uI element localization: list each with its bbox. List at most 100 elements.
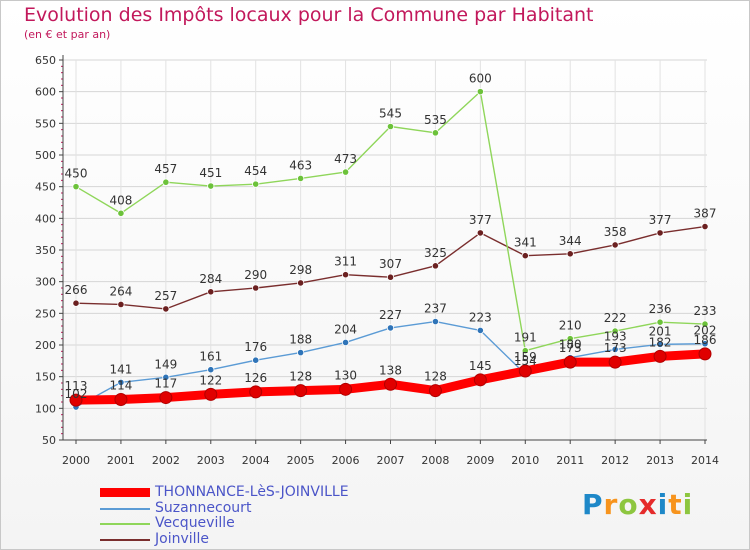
data-point <box>611 327 619 335</box>
data-label: 154 <box>514 354 537 368</box>
data-point <box>162 305 170 313</box>
data-point <box>566 250 574 258</box>
data-point <box>207 182 215 190</box>
data-label: 325 <box>424 246 447 260</box>
data-label: 176 <box>244 340 267 354</box>
data-label: 408 <box>109 193 132 207</box>
y-tick-label: 550 <box>35 117 56 130</box>
x-tick-label: 2014 <box>691 454 719 467</box>
x-tick-label: 2008 <box>421 454 449 467</box>
y-tick-label: 350 <box>35 244 56 257</box>
data-label: 191 <box>514 331 537 345</box>
data-label: 311 <box>334 255 357 269</box>
data-label: 126 <box>244 371 267 385</box>
data-label: 128 <box>289 370 312 384</box>
data-point <box>117 300 125 309</box>
data-point <box>656 229 664 237</box>
x-tick-label: 2013 <box>646 454 674 467</box>
data-point <box>608 355 622 369</box>
data-point <box>69 393 83 407</box>
data-label: 227 <box>379 308 402 322</box>
data-label: 463 <box>289 158 312 172</box>
data-label: 344 <box>559 234 582 248</box>
data-label: 236 <box>649 302 672 316</box>
data-label: 182 <box>649 335 672 349</box>
y-tick-label: 150 <box>35 371 56 384</box>
data-label: 298 <box>289 263 312 277</box>
data-label: 159 <box>514 350 537 364</box>
x-tick-label: 2004 <box>242 454 270 467</box>
chart-subtitle: (en € et par an) <box>24 28 111 41</box>
data-label: 222 <box>604 311 627 325</box>
data-label: 122 <box>199 373 222 387</box>
data-point <box>566 335 574 343</box>
data-point <box>117 378 125 386</box>
data-label: 188 <box>289 333 312 347</box>
data-point <box>476 326 484 335</box>
data-point <box>476 88 484 96</box>
data-point <box>428 384 442 398</box>
y-tick-label: 50 <box>42 434 56 447</box>
data-point <box>72 299 80 307</box>
data-point <box>473 373 487 387</box>
x-tick-label: 2009 <box>466 454 494 467</box>
legend-swatch <box>100 488 150 497</box>
data-point <box>431 262 440 270</box>
data-point <box>207 288 215 296</box>
logo-letter: t <box>668 488 683 521</box>
data-label: 454 <box>244 164 267 178</box>
data-point <box>431 317 440 326</box>
data-point <box>386 273 395 281</box>
data-point <box>701 222 709 231</box>
data-label: 138 <box>379 363 402 377</box>
data-point <box>207 366 215 374</box>
data-point <box>476 229 484 237</box>
legend-swatch <box>100 523 150 525</box>
data-label: 180 <box>559 338 582 352</box>
data-label: 358 <box>604 225 627 239</box>
data-label: 114 <box>109 378 132 392</box>
legend-label: THONNANCE-LèS-JOINVILLE <box>155 484 349 500</box>
data-label: 341 <box>514 236 537 250</box>
data-label: 377 <box>469 213 492 227</box>
data-point <box>611 241 619 249</box>
data-label: 193 <box>604 329 627 343</box>
legend-label: Vecqueville <box>155 515 235 531</box>
data-point <box>341 168 350 176</box>
data-label: 102 <box>65 387 88 401</box>
legend-swatch <box>100 539 150 541</box>
data-point <box>341 338 350 347</box>
data-label: 545 <box>379 107 402 121</box>
data-point <box>252 284 260 292</box>
data-point <box>386 122 395 131</box>
data-point <box>698 347 712 361</box>
data-point <box>294 384 308 398</box>
data-point <box>162 373 170 381</box>
data-label: 233 <box>694 304 717 318</box>
data-label: 257 <box>154 289 177 303</box>
data-label: 264 <box>109 284 132 298</box>
data-label: 307 <box>379 257 402 271</box>
data-point <box>117 209 125 217</box>
data-label: 117 <box>154 377 177 391</box>
data-label: 204 <box>334 322 357 336</box>
data-label: 473 <box>334 152 357 166</box>
data-label: 450 <box>65 167 88 181</box>
data-label: 377 <box>649 213 672 227</box>
data-point <box>384 377 397 391</box>
data-label: 202 <box>694 324 717 338</box>
data-label: 186 <box>694 333 717 347</box>
data-point <box>297 174 305 183</box>
y-tick-label: 100 <box>35 402 56 415</box>
x-tick-label: 2002 <box>152 454 180 467</box>
y-tick-label: 250 <box>35 307 56 320</box>
data-point <box>339 382 353 396</box>
data-point <box>701 320 709 328</box>
data-point <box>204 387 218 401</box>
data-point <box>701 340 709 348</box>
y-tick-label: 600 <box>35 86 56 99</box>
x-tick-label: 2003 <box>197 454 225 467</box>
data-label: 173 <box>559 341 582 355</box>
data-label: 290 <box>244 268 267 282</box>
data-point <box>656 340 664 348</box>
